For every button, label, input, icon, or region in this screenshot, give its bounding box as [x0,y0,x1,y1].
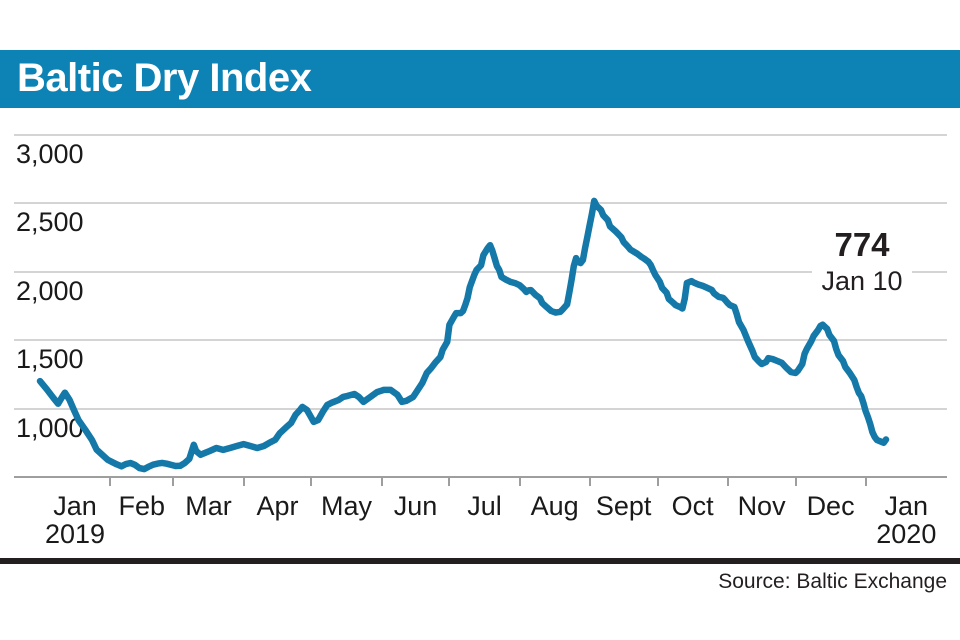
y-axis-label: 1,000 [16,412,84,443]
gridline [14,202,947,204]
bottom-rule [0,558,960,564]
x-axis-label: Jan [53,491,97,521]
y-axis-label: 2,000 [16,275,84,306]
x-axis-label: Nov [737,491,786,521]
last-value-date: Jan 10 [821,266,903,296]
x-axis-year-label: 2019 [45,519,106,549]
x-axis-label: Apr [256,491,299,521]
x-axis-label: Feb [118,491,166,521]
last-value-callout: 774 Jan 10 [812,226,912,304]
x-axis-tick [518,477,521,486]
x-axis-tick [310,477,313,486]
x-axis-tick [656,477,659,486]
gridline [14,133,947,136]
x-axis-label: Oct [671,491,714,521]
y-axis-label: 2,500 [16,207,84,237]
x-axis-tick [380,477,383,486]
chart-title: Baltic Dry Index [17,56,312,100]
x-axis-label: Sept [595,491,652,521]
title-bar: Baltic Dry Index [0,50,960,108]
x-axis-label: Aug [530,491,579,521]
x-axis-label: Mar [185,491,232,521]
gridline [14,339,947,341]
source-credit: Source: Baltic Exchange [718,570,947,593]
x-axis-label: Jan [884,491,929,521]
x-axis-tick [588,477,591,486]
x-axis-tick [726,477,729,486]
y-axis-label: 3,000 [16,138,84,169]
y-axis-label: 1,500 [16,344,84,374]
x-axis-tick [864,477,867,486]
x-axis-year-label: 2020 [876,519,937,549]
x-axis-tick [242,477,245,486]
x-axis-tick [172,477,175,486]
x-axis-label: Dec [806,491,855,521]
x-axis-label: Jun [393,491,438,521]
x-axis-tick [109,477,112,486]
gridline [14,270,947,273]
x-axis-label: May [320,491,372,521]
x-axis-line [14,476,947,478]
series-line [36,197,890,473]
x-axis-label: Jul [467,491,502,521]
x-axis-tick [448,477,451,486]
x-axis-tick [794,477,797,486]
last-value-label: 774 [834,226,890,263]
gridline [14,407,947,410]
